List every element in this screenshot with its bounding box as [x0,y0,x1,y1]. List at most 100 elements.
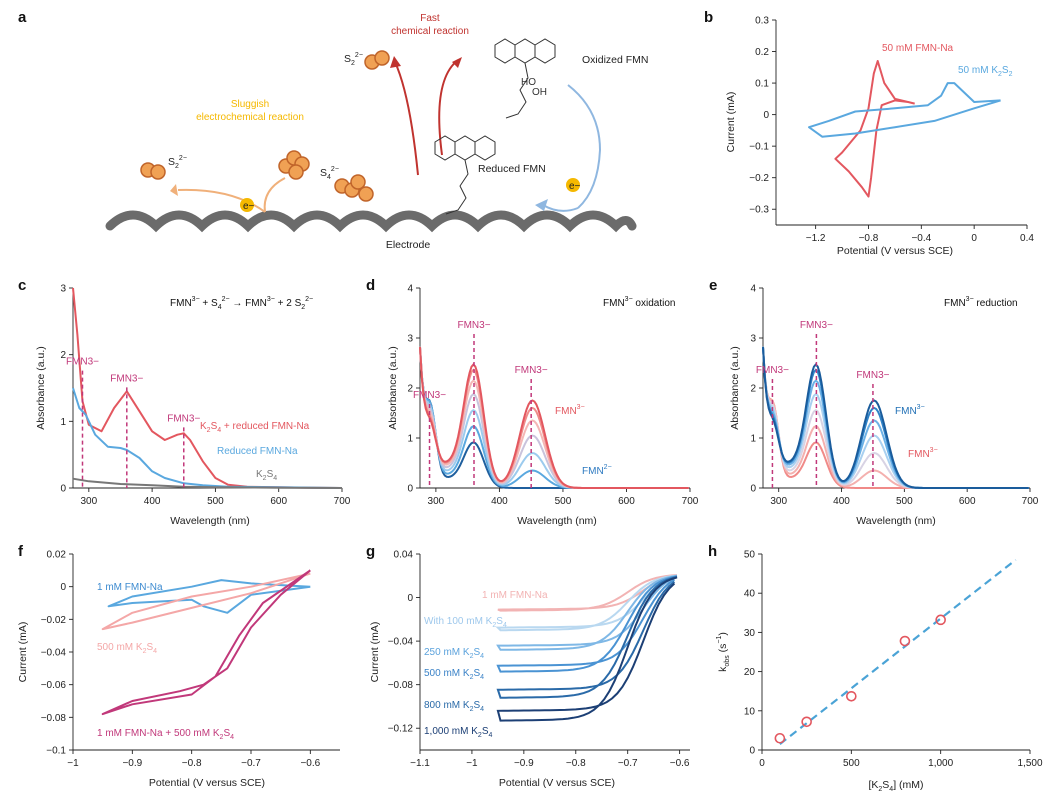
c-ytick-label: 1 [60,417,66,428]
arrow-fast-reduced [438,59,459,156]
ylabel-h: kobs (s−1) [716,632,731,672]
xlabel-d: Wavelength (nm) [517,515,597,527]
ticks-g: −1.1 −1 −0.9 −0.8 −0.7 −0.6 −0.12 −0.08 −0.04 0 0.… [388,550,690,770]
s2-left-label: S22− [168,155,187,170]
d-ytick-label: 2 [407,384,413,395]
e-ytick-label: 4 [750,284,756,295]
label-g-2: 250 mM K2S4 [424,647,484,660]
label-c-reduced: Reduced FMN-Na [217,446,298,457]
ticks-h: 0 500 1,000 1,500 0 10 20 30 40 50 [744,550,1043,770]
ticks-f: −1 −0.9 −0.8 −0.7 −0.6 −0.1 −0.08 −0.06 −0.04 −0.… [41,550,321,770]
c-marker-label-0: FMN3− [66,357,99,368]
c-xtick-label: 700 [334,496,351,507]
panel-label-a: a [18,9,27,26]
fast-line-1: Fast [420,13,440,24]
s4-molecule [334,174,374,202]
panel-label-g: g [366,543,375,560]
b-xtick-label: 0.4 [1020,233,1034,244]
panel-label-c: c [18,277,26,294]
b-ytick-label: 0.2 [755,47,769,58]
c-xtick-label: 600 [270,496,287,507]
e-xtick-label: 400 [833,496,850,507]
sluggish-line-1: Sluggish [231,99,269,110]
s4-left-molecule [278,150,310,180]
arrow-fast-s2-head [390,56,401,68]
label-f-mix: 1 mM FMN-Na + 500 mM K2S4 [97,728,234,741]
b-ytick-label: −0.2 [749,173,769,184]
h-ytick-label: 50 [744,550,756,561]
d-xtick-label: 400 [491,496,508,507]
xlabel-b: Potential (V versus SCE) [837,245,953,257]
b-xtick-label: 0 [971,233,977,244]
label-e-red: FMN3− [908,447,938,460]
ticks-d: 300 400 500 600 700 0 1 2 3 4 [407,284,698,508]
arrow-sluggish-left-head [170,184,178,196]
f-xtick-label: −0.6 [300,758,320,769]
ticks-b: −1.2 −0.8 −0.4 0 0.4 −0.3 −0.2 −0.1 0 0.1 0.2 0.3 [749,16,1034,245]
electron-right-label: e− [569,181,581,192]
arrow-sluggish-left [177,188,266,213]
g-cv-3 [496,575,678,673]
d-xtick-label: 300 [428,496,445,507]
panel-a: a Electrode Fast chemical reaction HO OH … [18,9,649,251]
e-xtick-label: 700 [1022,496,1039,507]
legend-b-k2s2: 50 mM K2S2 [958,65,1013,78]
g-xtick-label: −1.1 [410,758,430,769]
d-marker-label-1: FMN3− [457,320,490,331]
title-e: FMN3− reduction [944,296,1018,309]
h-xtick-label: 500 [843,758,860,769]
ylabel-f: Current (mA) [17,622,29,683]
f-series-0 [107,579,311,614]
d-xtick-label: 600 [618,496,635,507]
panel-e: e 300 400 500 600 700 0 1 2 3 4 FMN3− FMN3− FMN3− W… [709,277,1039,527]
e-ytick-label: 2 [750,384,756,395]
g-ytick-label: −0.08 [388,680,414,691]
d-spectrum-6 [419,347,689,489]
ylabel-d: Absorbance (a.u.) [387,346,399,429]
series-e: FMN3− FMN3− FMN3− [756,320,1029,489]
s2-left-molecule [140,162,166,180]
g-cv-2 [496,574,678,651]
g-cv-4 [496,575,678,699]
b-ytick-label: 0.3 [755,16,769,27]
panel-label-f: f [18,543,24,560]
h-ytick-label: 0 [749,746,755,757]
arrow-electron-to-reduced [542,204,579,212]
d-xtick-label: 700 [682,496,699,507]
label-f-k2s4: 500 mM K2S4 [97,642,157,655]
panel-label-h: h [708,543,717,560]
d-ytick-label: 0 [407,484,413,495]
b-series-0 [834,60,915,198]
g-ytick-label: −0.12 [388,724,414,735]
label-g-3: 500 mM K2S4 [424,668,484,681]
f-xtick-label: −0.8 [182,758,202,769]
s2-top-label: S22− [344,52,363,67]
label-g-4: 800 mM K2S4 [424,700,484,713]
oxidized-fmn-structure [494,38,556,119]
ylabel-e: Absorbance (a.u.) [729,346,741,429]
h-point-0 [774,732,786,744]
sluggish-line-2: electrochemical reaction [196,112,304,123]
label-g-5: 1,000 mM K2S4 [424,726,493,739]
series-d: FMN3− FMN3− FMN3− [413,320,689,489]
oxidized-fmn-label: Oxidized FMN [582,54,649,66]
label-e-blue: FMN3− [895,404,925,417]
g-xtick-label: −0.8 [566,758,586,769]
arrow-fast-s2 [394,61,419,176]
h-point-2 [846,690,857,702]
c-series-0 [72,287,343,489]
xlabel-e: Wavelength (nm) [856,515,936,527]
c-xtick-label: 500 [207,496,224,507]
b-xtick-label: −1.2 [806,233,826,244]
s4-label: S42− [320,166,339,181]
f-xtick-label: −0.7 [241,758,261,769]
fast-line-2: chemical reaction [391,26,469,37]
c-series-1 [72,387,343,489]
d-marker-label-0: FMN3− [413,390,446,401]
reduced-fmn-structure [434,135,496,215]
f-series-2 [101,569,311,716]
label-g-0: 1 mM FMN-Na [482,590,548,601]
ylabel-b: Current (mA) [725,92,737,153]
e-marker-label-1: FMN3− [800,320,833,331]
label-c-k2s4: K2S4 [256,469,277,482]
